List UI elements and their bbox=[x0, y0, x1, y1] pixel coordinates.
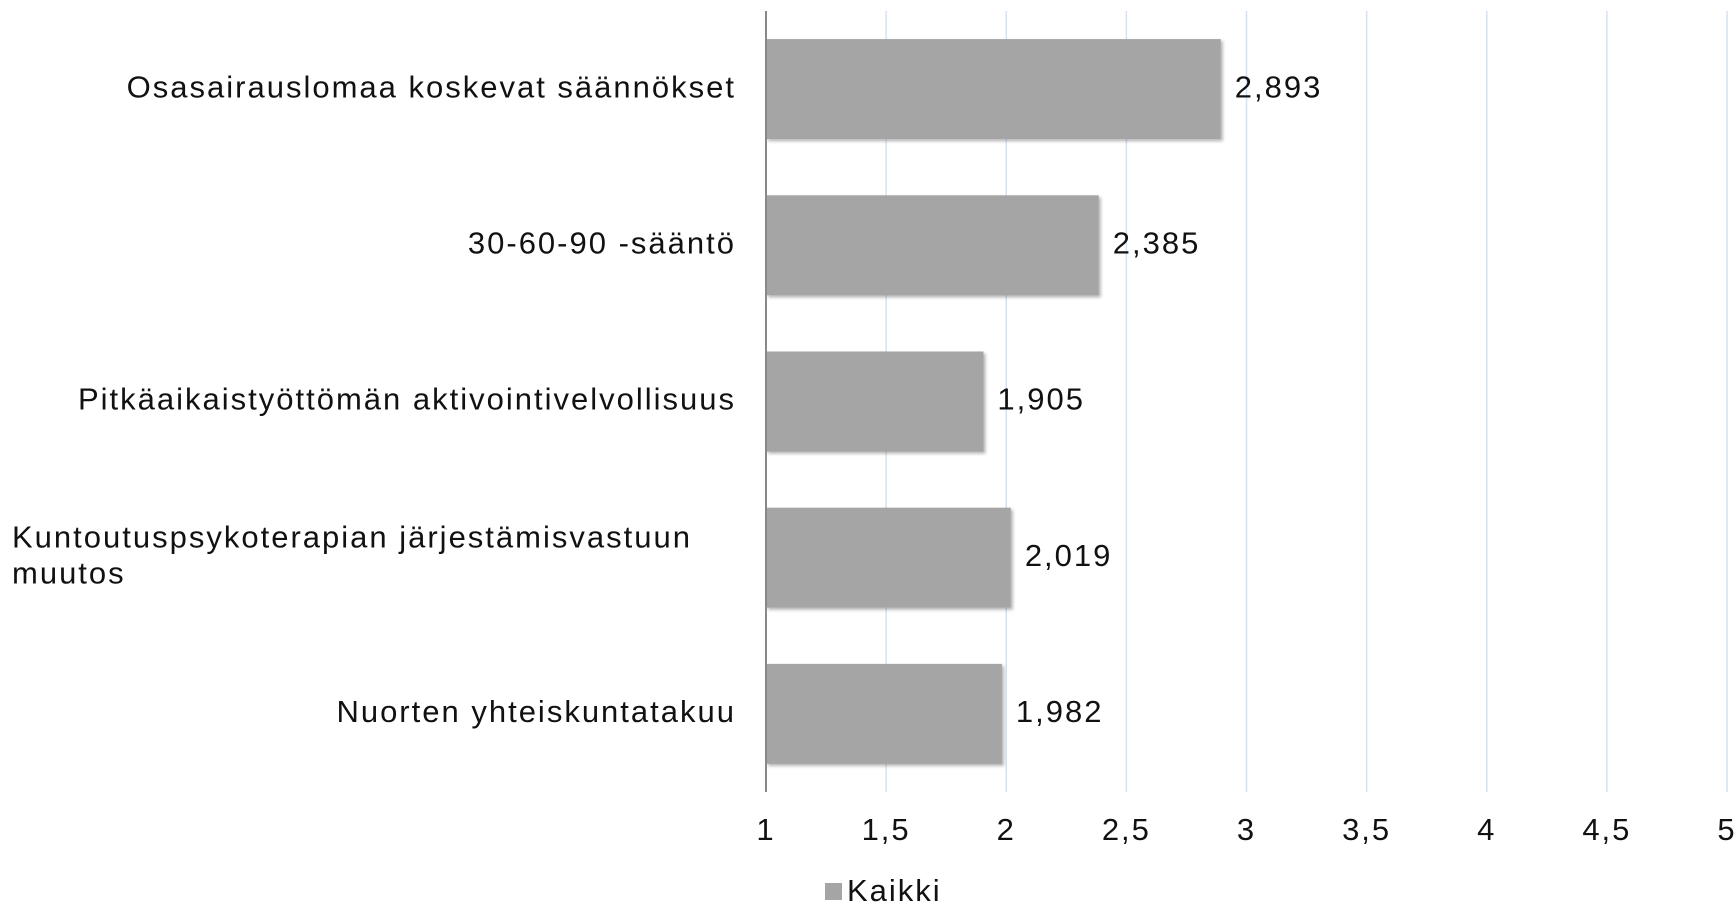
y-tick-label: Kuntoutuspsykoterapian järjestämisvastuu… bbox=[12, 520, 692, 591]
legend-label: Kaikki bbox=[847, 873, 942, 906]
x-tick-label: 3 bbox=[1237, 812, 1256, 847]
bar bbox=[766, 195, 1099, 296]
y-tick-label: Pitkäaikaistyöttömän aktivointivelvollis… bbox=[78, 382, 736, 417]
value-label: 2,385 bbox=[1113, 225, 1201, 260]
value-label: 1,982 bbox=[1016, 694, 1104, 729]
x-tick-label: 1 bbox=[756, 812, 775, 847]
label-line: Kuntoutuspsykoterapian järjestämisvastuu… bbox=[12, 520, 692, 555]
bar bbox=[766, 663, 1002, 764]
label-line: muutos bbox=[12, 556, 126, 591]
x-tick-label: 2 bbox=[997, 812, 1016, 847]
x-tick-label: 2,5 bbox=[1102, 812, 1151, 847]
bar bbox=[766, 507, 1011, 608]
x-tick-label: 4,5 bbox=[1582, 812, 1631, 847]
y-tick-label: Osasairauslomaa koskevat säännökset bbox=[127, 69, 736, 104]
x-tick-label: 5 bbox=[1717, 812, 1736, 847]
value-label: 2,019 bbox=[1025, 538, 1113, 573]
legend-swatch bbox=[825, 883, 842, 900]
y-tick-label: 30-60-90 -sääntö bbox=[468, 225, 736, 260]
y-tick-label: Nuorten yhteiskuntatakuu bbox=[336, 694, 736, 729]
value-label: 2,893 bbox=[1235, 69, 1323, 104]
x-tick-label: 3,5 bbox=[1342, 812, 1391, 847]
bar bbox=[766, 39, 1221, 140]
x-tick-label: 1,5 bbox=[862, 812, 911, 847]
value-label: 1,905 bbox=[997, 382, 1085, 417]
x-tick-label: 4 bbox=[1477, 812, 1496, 847]
bar bbox=[766, 351, 984, 452]
